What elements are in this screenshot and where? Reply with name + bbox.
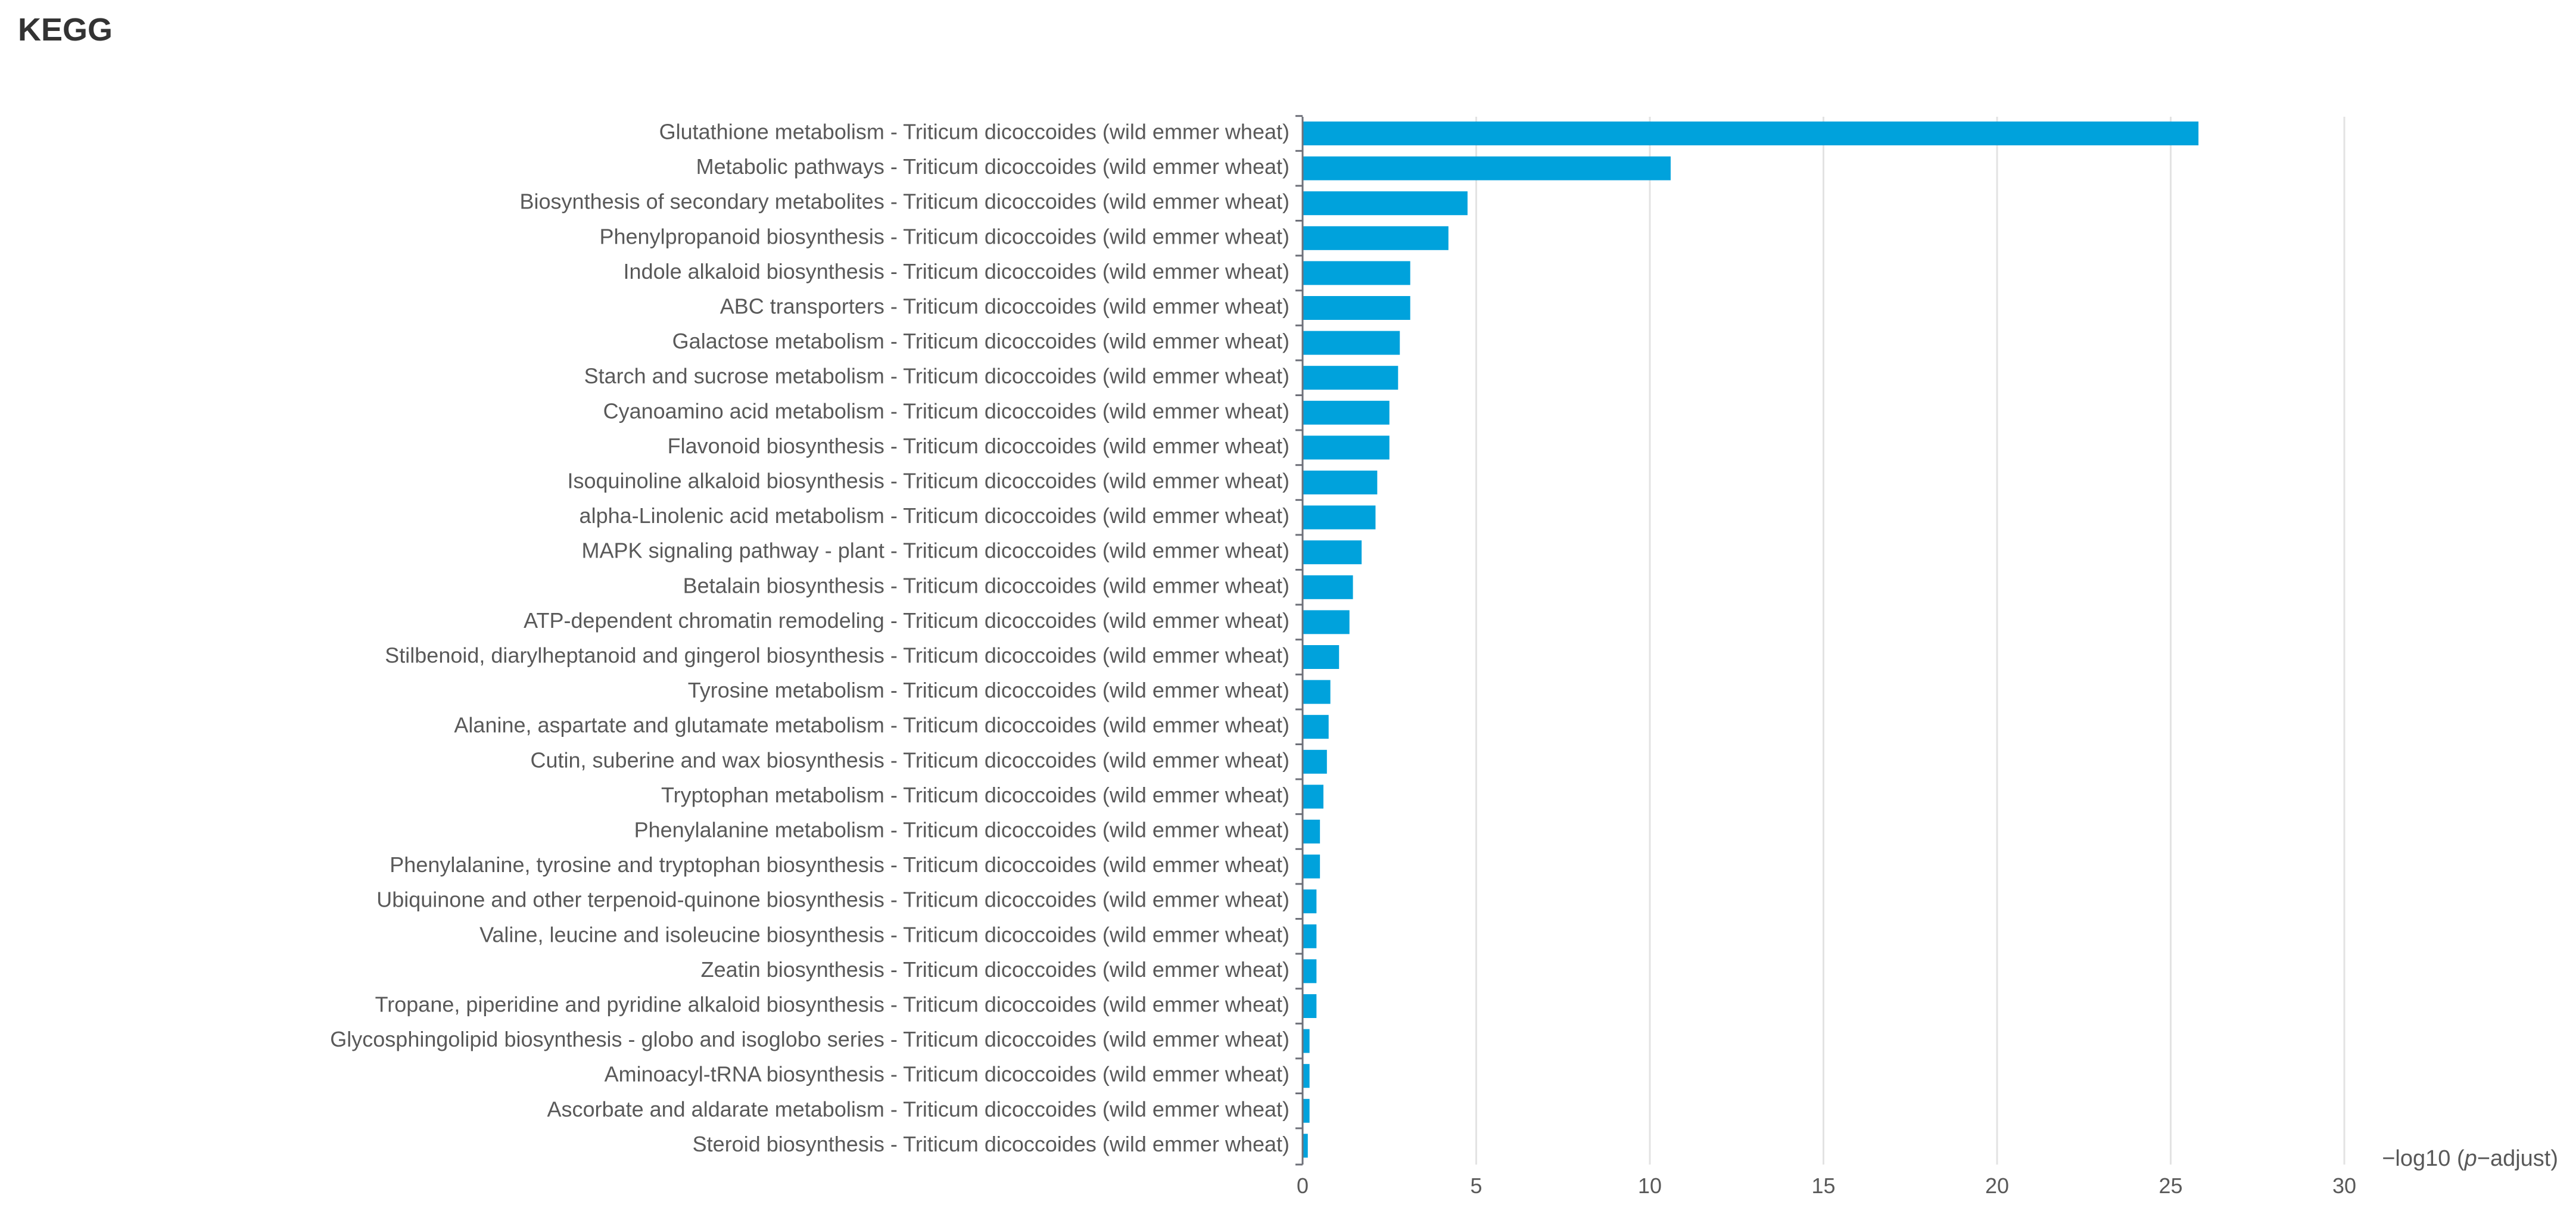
bar: [1303, 680, 1331, 704]
category-label: Valine, leucine and isoleucine biosynthe…: [479, 922, 1289, 947]
category-label: Ascorbate and aldarate metabolism - Trit…: [547, 1097, 1289, 1121]
bar: [1303, 889, 1317, 914]
x-tick-labels: 0 5 10 15 20 25 30: [1297, 1173, 2356, 1198]
bar: [1303, 191, 1468, 216]
bar: [1303, 715, 1329, 739]
bars: [1303, 122, 2199, 1158]
category-label: Glutathione metabolism - Triticum dicocc…: [659, 120, 1289, 144]
x-axis-title: −log10 (p−adjust): [2382, 1146, 2558, 1171]
x-tick-label: 30: [2332, 1173, 2356, 1198]
category-label: alpha-Linolenic acid metabolism - Tritic…: [580, 503, 1289, 528]
x-axis-title-prefix: −log10 (: [2382, 1146, 2465, 1171]
bar: [1303, 785, 1323, 809]
bar: [1303, 645, 1340, 669]
bar: [1303, 156, 1671, 180]
category-label: Aminoacyl-tRNA biosynthesis - Triticum d…: [605, 1062, 1289, 1087]
bar: [1303, 261, 1410, 285]
bar: [1303, 854, 1320, 879]
bar: [1303, 959, 1317, 983]
category-label: Alanine, aspartate and glutamate metabol…: [454, 713, 1289, 737]
category-label: Tropane, piperidine and pyridine alkaloi…: [375, 992, 1289, 1017]
category-label: ATP-dependent chromatin remodeling - Tri…: [524, 608, 1289, 633]
bar: [1303, 122, 2199, 145]
category-label: Zeatin biosynthesis - Triticum dicoccoid…: [701, 957, 1289, 982]
category-label: Glycosphingolipid biosynthesis - globo a…: [330, 1027, 1289, 1051]
category-label: Galactose metabolism - Triticum dicoccoi…: [672, 329, 1289, 353]
bar: [1303, 471, 1378, 494]
category-label: Cyanoamino acid metabolism - Triticum di…: [603, 399, 1289, 423]
axes: [1295, 115, 1304, 1166]
bar: [1303, 435, 1390, 460]
bar: [1303, 1029, 1310, 1053]
bar: [1303, 505, 1376, 530]
x-tick-label: 25: [2158, 1173, 2182, 1198]
category-label: Indole alkaloid biosynthesis - Triticum …: [624, 259, 1289, 284]
bar: [1303, 296, 1410, 320]
x-tick-label: 5: [1470, 1173, 1482, 1198]
bar: [1303, 924, 1317, 948]
bar: [1303, 366, 1398, 390]
category-label: Phenylpropanoid biosynthesis - Triticum …: [600, 224, 1290, 248]
bar: [1303, 575, 1353, 599]
bar: [1303, 540, 1362, 565]
x-tick-label: 15: [1811, 1173, 1835, 1198]
bar: [1303, 1064, 1310, 1088]
bar: [1303, 1098, 1310, 1123]
category-label: Cutin, suberine and wax biosynthesis - T…: [530, 748, 1289, 772]
category-label: Flavonoid biosynthesis - Triticum dicocc…: [668, 434, 1289, 458]
page-title: KEGG: [18, 12, 113, 48]
bar: [1303, 1134, 1308, 1158]
category-label: Biosynthesis of secondary metabolites - …: [520, 189, 1289, 214]
x-axis-title-suffix: −adjust): [2477, 1146, 2558, 1171]
category-label: Steroid biosynthesis - Triticum dicoccoi…: [693, 1132, 1289, 1156]
bar: [1303, 820, 1320, 843]
category-label: Isoquinoline alkaloid biosynthesis - Tri…: [567, 469, 1289, 493]
category-label: Ubiquinone and other terpenoid-quinone b…: [376, 888, 1289, 912]
category-label: ABC transporters - Triticum dicoccoides …: [720, 294, 1289, 319]
category-label: Metabolic pathways - Triticum dicoccoide…: [696, 154, 1289, 179]
grid-lines: [1475, 117, 2346, 1165]
category-label: Stilbenoid, diarylheptanoid and gingerol…: [385, 643, 1289, 668]
x-tick-label: 10: [1638, 1173, 1662, 1198]
x-tick-label: 20: [1985, 1173, 2009, 1198]
category-label: MAPK signaling pathway - plant - Triticu…: [582, 538, 1289, 563]
bar: [1303, 331, 1400, 355]
category-labels: Glutathione metabolism - Triticum dicocc…: [330, 120, 1289, 1156]
bar: [1303, 400, 1390, 425]
category-label: Phenylalanine, tyrosine and tryptophan b…: [390, 852, 1289, 877]
category-label: Tryptophan metabolism - Triticum dicocco…: [661, 783, 1289, 807]
bar: [1303, 749, 1327, 774]
category-label: Starch and sucrose metabolism - Triticum…: [584, 364, 1289, 388]
category-label: Betalain biosynthesis - Triticum dicocco…: [683, 573, 1289, 597]
category-label: Phenylalanine metabolism - Triticum dico…: [634, 818, 1289, 842]
bar: [1303, 994, 1317, 1018]
bar: [1303, 610, 1350, 634]
x-tick-label: 0: [1297, 1173, 1309, 1198]
category-label: Tyrosine metabolism - Triticum dicoccoid…: [688, 678, 1289, 702]
bar: [1303, 226, 1449, 250]
x-axis-title-italic: p: [2464, 1146, 2477, 1171]
